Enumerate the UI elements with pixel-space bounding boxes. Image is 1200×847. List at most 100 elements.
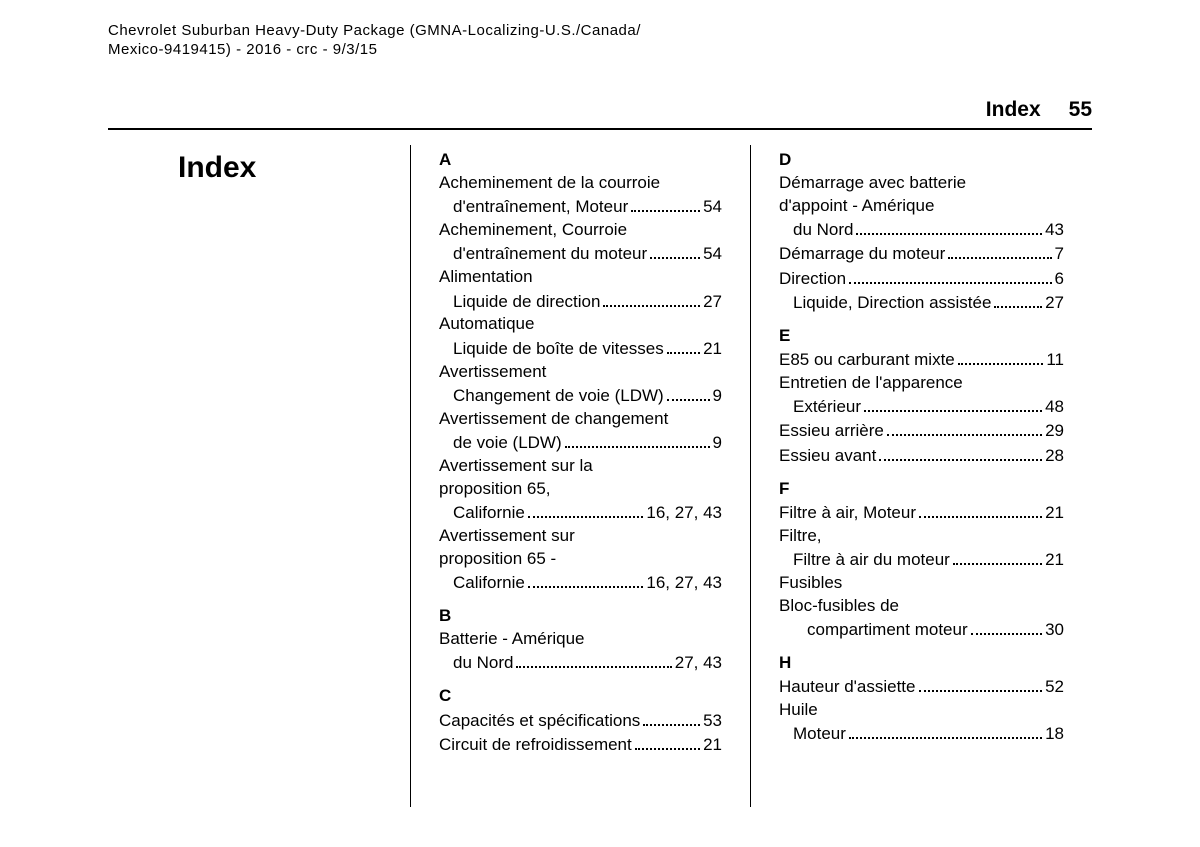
index-letter: H [779,652,1064,675]
index-entry-text: Filtre à air, Moteur [779,502,916,525]
column-1: Index [150,145,410,807]
index-section: DDémarrage avec batteried'appoint - Amér… [779,149,1064,315]
leader-dots [953,548,1042,565]
index-entry-text: Extérieur [793,396,861,419]
index-entry-line: Filtre, [779,525,1064,548]
index-entry-line: Alimentation [439,266,722,289]
index-entry-page: 9 [713,432,722,455]
index-entry-text: d'entraînement du moteur [453,243,647,266]
index-entry-text: d'entraînement, Moteur [453,196,628,219]
index-entry-page: 54 [703,196,722,219]
index-letter: C [439,685,722,708]
index-entry-text: Californie [453,502,525,525]
leader-dots [667,384,710,401]
running-head-page: 55 [1069,98,1092,122]
index-entry-page: 53 [703,710,722,733]
index-entry-line: Bloc-fusibles de [779,595,1064,618]
leader-dots [948,242,1051,259]
index-entry: d'entraînement, Moteur 54 [439,195,722,219]
running-head-label: Index [986,98,1041,122]
index-entry-text: Direction [779,268,846,291]
index-entry-text: Liquide, Direction assistée [793,292,991,315]
index-entry-page: 27 [703,291,722,314]
index-entry-page: 11 [1046,349,1064,372]
header-meta: Chevrolet Suburban Heavy-Duty Package (G… [108,22,641,60]
index-entry: E85 ou carburant mixte11 [779,348,1064,372]
index-entry-text: Capacités et spécifications [439,710,640,733]
index-entry-page: 21 [703,338,722,361]
leader-dots [516,651,671,668]
index-entry-page: 28 [1045,445,1064,468]
leader-dots [887,419,1042,436]
index-section: AAcheminement de la courroied'entraîneme… [439,149,722,595]
meta-line-1: Chevrolet Suburban Heavy-Duty Package (G… [108,22,641,41]
leader-dots [643,708,700,725]
index-entry-page: 52 [1045,676,1064,699]
index-entry-line: Avertissement sur la [439,455,722,478]
index-entry-line: proposition 65 - [439,548,722,571]
index-entry-page: 29 [1045,420,1064,443]
index-entry: Hauteur d'assiette 52 [779,675,1064,699]
index-section: CCapacités et spécifications53Circuit de… [439,685,722,756]
index-entry-line: Acheminement, Courroie [439,219,722,242]
index-entry: Filtre à air du moteur21 [779,548,1064,572]
index-entry: Californie 16, 27, 43 [439,501,722,525]
leader-dots [864,395,1042,412]
leader-dots [879,443,1042,460]
index-entry-page: 7 [1055,243,1064,266]
index-entry: Filtre à air, Moteur21 [779,501,1064,525]
index-entry-text: du Nord [793,219,853,242]
horizontal-rule [108,128,1092,130]
index-entry: Moteur18 [779,722,1064,746]
index-entry-line: Entretien de l'apparence [779,372,1064,395]
index-letter: B [439,605,722,628]
index-entry-page: 54 [703,243,722,266]
index-entry-text: compartiment moteur [807,619,968,642]
index-entry-text: Essieu avant [779,445,876,468]
index-entry-text: Liquide de boîte de vitesses [453,338,664,361]
index-entry-text: Changement de voie (LDW) [453,385,664,408]
index-section: EE85 ou carburant mixte11Entretien de l'… [779,325,1064,468]
index-entry-page: 16, 27, 43 [646,502,722,525]
index-entry: d'entraînement du moteur 54 [439,242,722,266]
index-letter: E [779,325,1064,348]
index-entry-page: 18 [1045,723,1064,746]
leader-dots [958,348,1044,365]
index-section: FFiltre à air, Moteur21Filtre,Filtre à a… [779,478,1064,642]
page-title: Index [178,151,382,185]
index-entry-page: 6 [1055,268,1064,291]
index-entry: Essieu avant 28 [779,443,1064,467]
index-entry-text: du Nord [453,652,513,675]
index-entry-line: Démarrage avec batterie [779,172,1064,195]
index-entry-text: Démarrage du moteur [779,243,945,266]
leader-dots [849,722,1042,739]
index-entry-line: d'appoint - Amérique [779,195,1064,218]
index-entry-page: 43 [1045,219,1064,242]
index-entry-line: proposition 65, [439,478,722,501]
leader-dots [565,431,710,448]
index-entry: Extérieur48 [779,395,1064,419]
index-entry-page: 16, 27, 43 [646,572,722,595]
index-entry-line: Acheminement de la courroie [439,172,722,195]
index-entry-text: Liquide de direction [453,291,600,314]
index-entry-text: Hauteur d'assiette [779,676,916,699]
index-entry-line: Avertissement [439,361,722,384]
index-entry-line: Avertissement sur [439,525,722,548]
index-entry: Direction 6 [779,266,1064,290]
index-entry: Liquide de direction 27 [439,289,722,313]
index-entry-line: Fusibles [779,572,1064,595]
index-entry-page: 21 [703,734,722,757]
index-entry: Liquide, Direction assistée27 [779,291,1064,315]
index-entry: de voie (LDW)9 [439,431,722,455]
leader-dots [631,195,700,212]
leader-dots [856,218,1042,235]
index-entry-page: 30 [1045,619,1064,642]
index-entry: Liquide de boîte de vitesses 21 [439,336,722,360]
running-head: Index 55 [986,98,1092,122]
leader-dots [849,266,1051,283]
index-entry-page: 9 [713,385,722,408]
index-entry: Californie16, 27, 43 [439,571,722,595]
index-entry-line: Avertissement de changement [439,408,722,431]
index-entry: Essieu arrière29 [779,419,1064,443]
column-3: DDémarrage avec batteried'appoint - Amér… [751,145,1092,807]
